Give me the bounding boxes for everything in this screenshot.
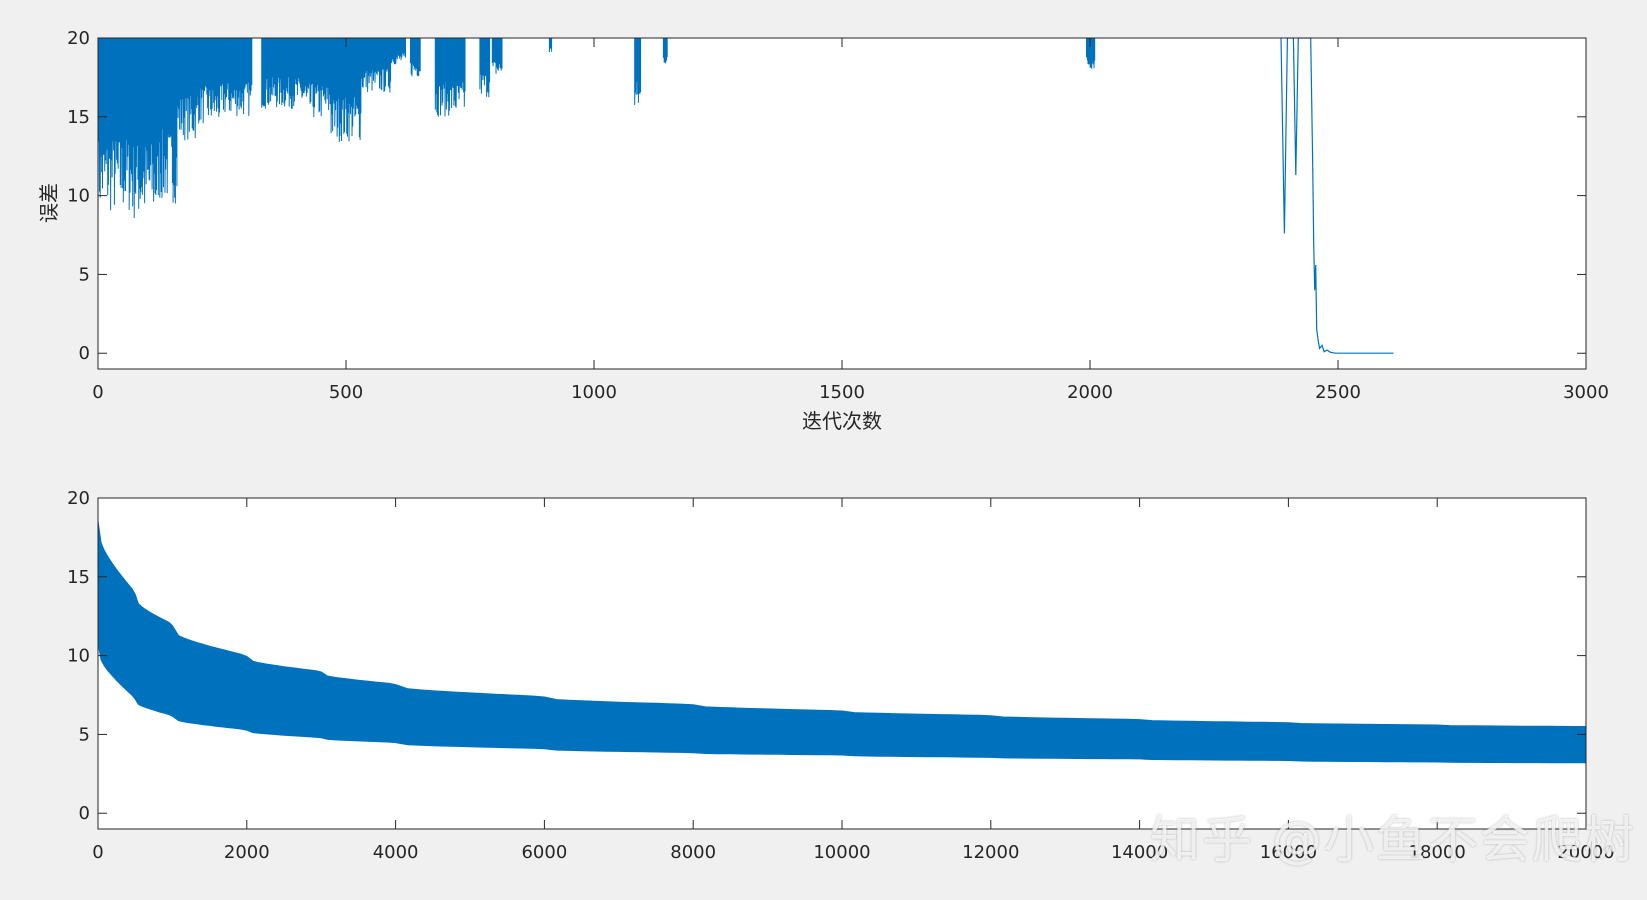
top-ticks: 0 500 1000 1500 2000 2500 3000 0 5 10 15 20: [67, 28, 1609, 403]
top-x-tick-label: 1000: [571, 382, 617, 403]
bottom-x-tick-label: 14000: [1111, 842, 1168, 863]
top-x-tick-label: 500: [329, 382, 363, 403]
bottom-x-tick-label: 6000: [521, 842, 567, 863]
top-y-tick-label: 5: [79, 264, 90, 285]
bottom-x-tick-label: 0: [92, 842, 103, 863]
bottom-x-tick-label: 4000: [373, 842, 419, 863]
top-noisy-trace: [98, 38, 1096, 218]
top-converge-trace: [1280, 38, 1394, 354]
top-x-tick-label: 0: [92, 382, 103, 403]
top-y-axis-title: 误差: [37, 183, 61, 223]
top-x-tick-label: 2000: [1067, 382, 1113, 403]
top-plot: 0 500 1000 1500 2000 2500 3000 0 5 10 15 20 迭代次数 误差: [37, 28, 1609, 433]
bottom-y-tick-label: 15: [67, 567, 90, 588]
bottom-y-tick-label: 5: [79, 724, 90, 745]
top-y-tick-label: 15: [67, 107, 90, 128]
top-error-series: [98, 38, 1394, 354]
top-x-tick-label: 1500: [819, 382, 865, 403]
top-y-tick-label: 0: [79, 343, 90, 364]
watermark: 知乎 @小鱼不会爬树: [1150, 811, 1636, 869]
bottom-x-tick-label: 2000: [224, 842, 270, 863]
top-x-tick-label: 3000: [1563, 382, 1609, 403]
bottom-x-tick-label: 20000: [1557, 842, 1614, 863]
top-y-tick-label: 10: [67, 186, 90, 207]
bottom-x-tick-label: 16000: [1260, 842, 1317, 863]
bottom-plot: 0 2000 4000 6000 8000 10000 12000 14000 16000 180…: [67, 488, 1615, 863]
bottom-y-tick-label: 20: [67, 488, 90, 509]
bottom-x-tick-label: 12000: [962, 842, 1019, 863]
top-y-tick-label: 20: [67, 28, 90, 49]
bottom-y-tick-label: 10: [67, 646, 90, 667]
bottom-x-tick-label: 10000: [813, 842, 870, 863]
bottom-y-tick-label: 0: [79, 803, 90, 824]
top-x-axis-title: 迭代次数: [802, 409, 882, 433]
bottom-plot-area: [98, 498, 1586, 829]
bottom-x-tick-label: 8000: [670, 842, 716, 863]
top-x-tick-label: 2500: [1315, 382, 1361, 403]
bottom-ticks: 0 2000 4000 6000 8000 10000 12000 14000 16000 180…: [67, 488, 1615, 863]
bottom-x-tick-label: 18000: [1409, 842, 1466, 863]
